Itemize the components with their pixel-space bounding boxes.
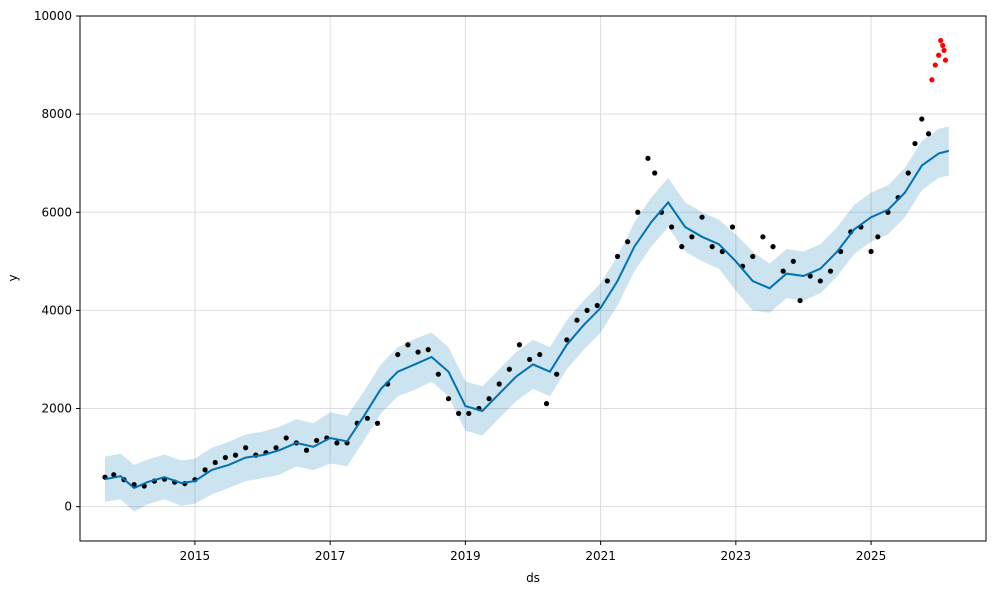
observed-point — [807, 273, 813, 279]
observed-point — [506, 366, 512, 372]
observed-point — [273, 445, 279, 451]
observed-point — [283, 435, 289, 441]
x-axis: 2015 2017 2019 2021 2023 2025 — [180, 541, 887, 563]
x-tick-label: 2025 — [856, 549, 887, 563]
y-tick-label: 4000 — [41, 303, 72, 317]
observed-point — [537, 351, 543, 358]
forecast-line — [104, 149, 950, 490]
observed-point — [496, 381, 502, 387]
observed-point — [760, 234, 766, 240]
y-tick-label: 10000 — [34, 9, 72, 23]
uncertainty-band — [105, 126, 949, 512]
observed-point — [445, 396, 452, 402]
observed-point — [527, 356, 533, 363]
plot-frame — [79, 15, 987, 542]
observed-point — [405, 342, 411, 348]
new-point — [929, 77, 935, 83]
observed-point — [486, 396, 492, 402]
observed-point — [456, 410, 462, 417]
observed-point — [222, 454, 228, 461]
observed-point — [912, 140, 918, 147]
observed-point — [652, 170, 658, 176]
y-axis: 0 2000 4000 6000 8000 10000 — [34, 9, 80, 514]
observed-point — [614, 253, 621, 260]
observed-point — [905, 170, 911, 176]
observed-point — [925, 131, 932, 137]
observed-point — [827, 268, 834, 274]
y-tick-label: 0 — [64, 500, 72, 514]
observed-point — [699, 214, 705, 220]
observed-point — [919, 116, 925, 122]
observed-point — [516, 342, 523, 348]
new-point — [941, 47, 947, 53]
observed-points — [102, 116, 932, 489]
observed-point — [466, 410, 472, 417]
observed-point — [425, 347, 431, 353]
new-point — [942, 57, 949, 63]
observed-point — [604, 278, 610, 284]
observed-point — [625, 239, 631, 245]
observed-point — [564, 337, 570, 343]
y-tick-label: 6000 — [41, 205, 72, 219]
observed-point — [594, 302, 600, 309]
x-tick-label: 2023 — [721, 549, 752, 563]
new-point — [936, 52, 942, 58]
x-tick-label: 2017 — [315, 549, 346, 563]
observed-point — [875, 234, 881, 240]
observed-point — [750, 253, 756, 260]
observed-point — [574, 317, 580, 323]
new-point — [938, 37, 944, 44]
observed-point — [669, 224, 675, 230]
new-points — [929, 37, 949, 83]
observed-point — [395, 351, 401, 358]
observed-point — [232, 452, 239, 458]
x-axis-label: ds — [526, 571, 540, 585]
observed-point — [212, 459, 218, 466]
y-axis-label: y — [6, 274, 20, 281]
observed-point — [635, 209, 641, 215]
observed-point — [817, 278, 823, 284]
observed-point — [364, 415, 370, 421]
observed-point — [645, 155, 651, 161]
y-tick-label: 8000 — [41, 107, 72, 121]
observed-point — [770, 244, 776, 250]
observed-point — [729, 224, 736, 230]
x-tick-label: 2015 — [180, 549, 211, 563]
observed-point — [689, 234, 695, 240]
observed-point — [584, 307, 590, 313]
observed-point — [415, 349, 421, 355]
observed-point — [679, 244, 685, 250]
observed-point — [543, 401, 550, 407]
y-tick-label: 2000 — [41, 402, 72, 416]
observed-point — [554, 371, 560, 377]
observed-point — [202, 467, 208, 473]
x-tick-label: 2019 — [450, 549, 481, 563]
observed-point — [374, 420, 381, 426]
observed-point — [435, 371, 441, 377]
observed-point — [868, 248, 874, 255]
observed-point — [314, 437, 320, 444]
observed-point — [780, 268, 786, 274]
x-tick-label: 2021 — [585, 549, 616, 563]
observed-point — [797, 297, 803, 304]
observed-point — [790, 258, 796, 264]
observed-point — [243, 445, 249, 451]
new-point — [940, 42, 946, 49]
observed-point — [709, 244, 715, 250]
observed-point — [111, 472, 117, 478]
observed-point — [334, 440, 340, 446]
observed-point — [303, 447, 310, 453]
new-point — [932, 62, 938, 68]
